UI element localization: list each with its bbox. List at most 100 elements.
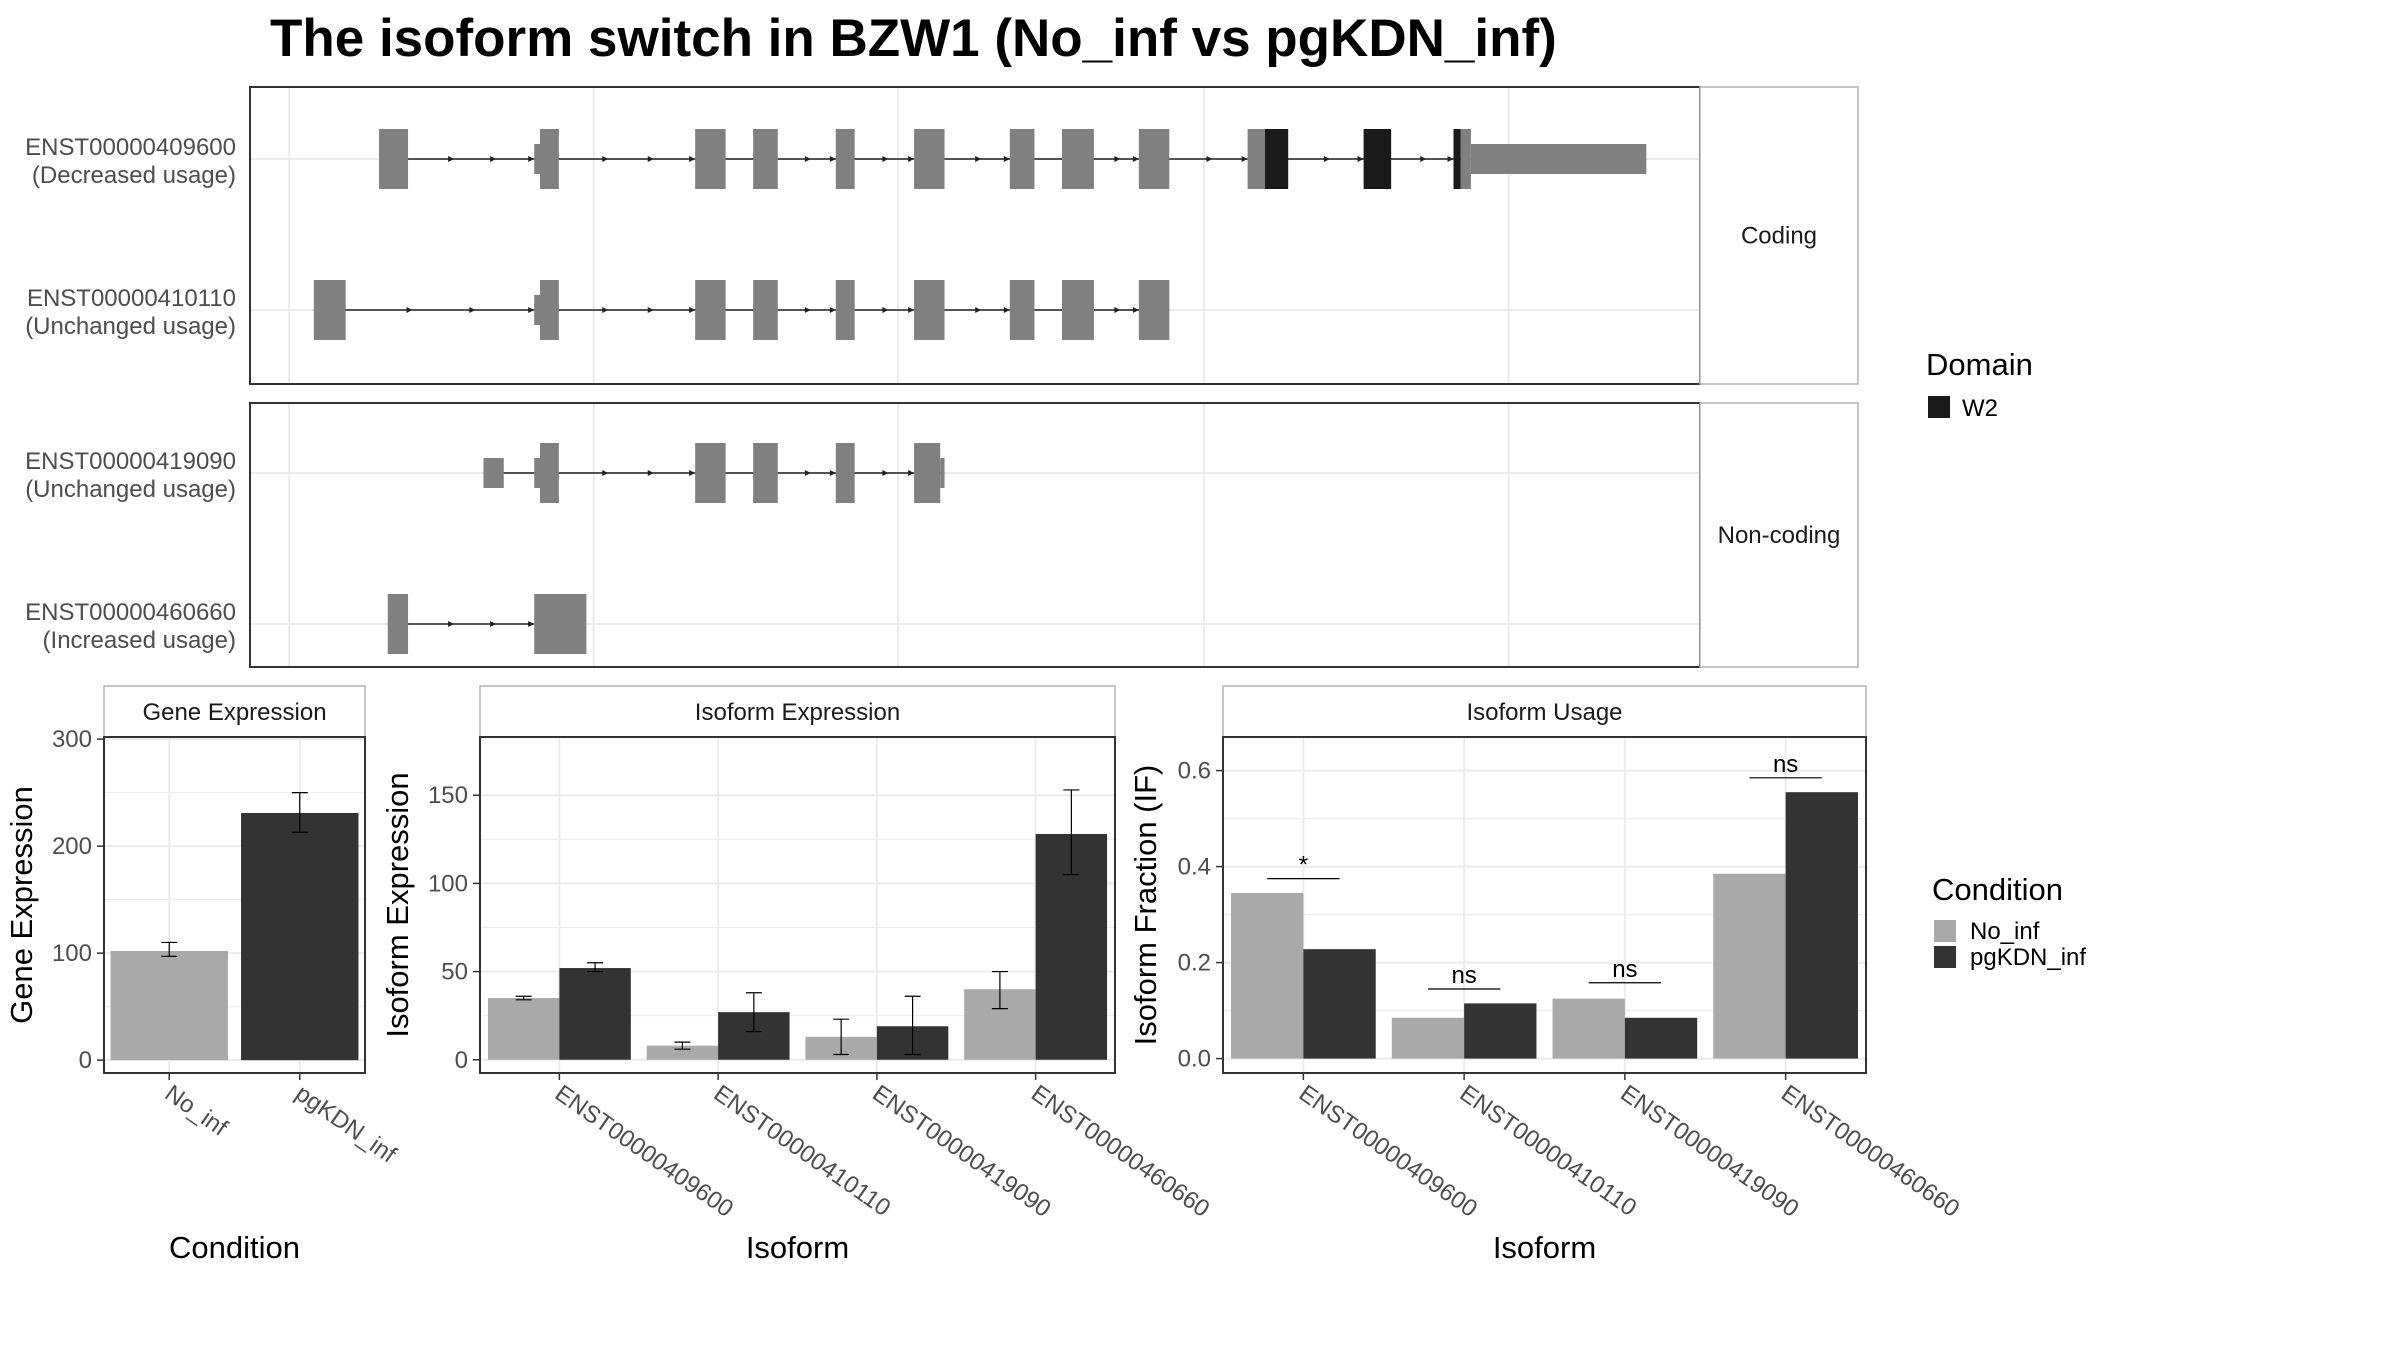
exon-block [379,129,409,189]
x-tick-label: No_inf [160,1080,233,1142]
bar [559,968,631,1060]
exon-block [387,594,409,654]
chart-panel-border [479,736,1116,1074]
w2-domain-exon [1453,129,1461,189]
exon-block [534,295,540,325]
exon-block [753,443,778,503]
direction-arrow [829,470,836,476]
transcript-id-label: ENST00000419090 [25,448,236,475]
figure-title: The isoform switch in BZW1 (No_inf vs pg… [270,9,1557,68]
exon-block [540,443,559,503]
y-tick-label: 0 [79,1047,92,1074]
significance-label: ns [1451,962,1476,989]
chart-panel-border [103,736,366,1074]
direction-arrow [882,156,889,162]
bar [1624,1017,1698,1059]
direction-arrow [448,156,455,162]
direction-arrow [1114,156,1121,162]
bar [1552,998,1625,1059]
exon-block [483,458,504,488]
direction-arrow [1323,156,1330,162]
condition-legend-label: pgKDN_inf [1970,944,2086,971]
direction-arrow [528,621,535,627]
exon-block [835,280,855,340]
bar [1303,949,1376,1059]
exon-block [835,443,855,503]
condition-legend-key [1934,946,1956,968]
w2-domain-exon [1265,129,1289,189]
direction-arrow [528,307,535,313]
exon-block [1062,129,1094,189]
significance-label: * [1299,852,1308,879]
direction-arrow [882,470,889,476]
y-axis-label: Gene Expression [4,786,39,1024]
domain-legend-key [1928,396,1950,418]
y-axis-label: Isoform Expression [380,772,415,1037]
y-tick-label: 200 [52,833,92,860]
transcript-usage-label: (Unchanged usage) [25,476,236,503]
direction-arrow [689,307,696,313]
bar [487,998,560,1060]
isoform-usage-chart: Isoform Usage * ns ns ns 0.0 0.2 0.4 0.6 ENST0000… [1128,685,1964,1265]
facet-strip-label: Coding [1741,223,1817,250]
y-tick-label: 0.2 [1178,950,1211,977]
direction-arrow [1357,156,1364,162]
chart-strip [103,685,366,738]
direction-arrow [647,307,654,313]
exon-block [695,443,726,503]
direction-arrow [829,156,836,162]
facet-strip-label: Non-coding [1718,522,1841,549]
direction-arrow [602,470,609,476]
bar [1231,893,1304,1059]
exon-block [940,458,945,488]
transcript-id-label: ENST00000409600 [25,134,236,161]
facet-strip [1699,402,1859,668]
y-axis-label: Isoform Fraction (IF) [1128,765,1163,1046]
w2-domain-exon [1363,129,1392,189]
facet-strip [1699,86,1859,385]
y-tick-label: 150 [428,782,468,809]
exon-block [540,129,559,189]
significance-label: ns [1773,751,1798,778]
chart-panel-border [1222,736,1867,1074]
direction-arrow [975,307,982,313]
y-tick-label: 100 [428,870,468,897]
direction-arrow [1420,156,1427,162]
transcript-structure-panel: ENST00000409600(Decreased usage) ENST0000… [25,86,1859,668]
significance-label: ns [1612,956,1637,983]
x-tick-label: ENST00000409600 [1294,1080,1482,1223]
direction-arrow [647,470,654,476]
exon-block [1470,144,1647,174]
direction-arrow [528,156,535,162]
direction-arrow [908,307,915,313]
y-tick-label: 0.0 [1178,1046,1211,1073]
exon-block [753,280,778,340]
exon-block [753,129,778,189]
direction-arrow [490,156,497,162]
transcript-usage-label: (Unchanged usage) [25,313,236,340]
y-tick-label: 0.6 [1178,758,1211,785]
direction-arrow [882,307,889,313]
direction-arrow [689,470,696,476]
direction-arrow [602,156,609,162]
direction-arrow [804,470,811,476]
exon-block [1138,129,1170,189]
exon-block [914,280,945,340]
exon-block [534,144,540,174]
exon-block [534,594,587,654]
transcript-panel-bg [250,87,1700,384]
bar [1785,792,1858,1059]
y-tick-label: 100 [52,940,92,967]
exon-block [1247,129,1265,189]
direction-arrow [804,307,811,313]
direction-arrow [1241,156,1248,162]
bar [1391,1017,1465,1059]
x-axis-label: Isoform [1493,1230,1596,1265]
transcript-usage-label: (Increased usage) [43,627,236,654]
gene-expression-chart: Gene Expression 0 100 200 300 No_inf pgKDN_inf… [4,685,401,1265]
direction-arrow [908,470,915,476]
transcript-usage-label: (Decreased usage) [32,162,236,189]
direction-arrow [406,307,413,313]
chart-title: Isoform Usage [1466,699,1622,726]
